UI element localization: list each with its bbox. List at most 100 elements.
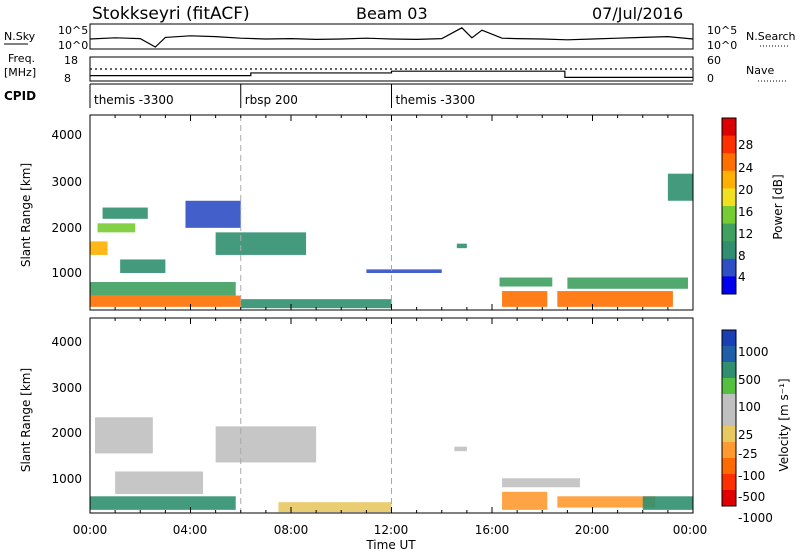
colorbar-swatch [722,223,736,242]
colorbar-swatch [722,458,736,475]
xtick: 20:00 [575,523,610,537]
heatmap-cell [90,496,236,510]
power-cbar-tick: 20 [738,183,753,197]
xtick: 04:00 [173,523,208,537]
velocity-colorbar [721,329,737,507]
velocity-heatmap [90,417,693,513]
freq-label-line2: [MHz] [4,66,36,79]
freq-series [90,70,693,78]
heatmap-cell [102,207,148,219]
colorbar-swatch [722,276,736,295]
freq-right-tick-bottom: 0 [707,72,714,85]
velocity-ytick: 3000 [51,381,82,395]
power-cbar-tick: 8 [738,249,746,263]
noise-right-tick-bottom: 10^0 [707,39,737,52]
heatmap-cell [502,491,548,510]
xtick: 00:00 [673,523,708,537]
nave-label: Nave [746,64,774,77]
cpid-segment-text: themis -3300 [94,93,174,107]
cpid-label: CPID [4,89,36,103]
xtick: 12:00 [374,523,409,537]
heatmap-cell [215,232,307,255]
heatmap-cell [90,241,108,255]
velocity-time-gridlines [89,318,694,513]
xtick: 08:00 [274,523,309,537]
velocity-colorbar-label: Velocity [m s⁻¹] [777,378,791,471]
noise-left-tick-top: 10^5 [58,24,88,37]
power-ytick: 4000 [51,128,82,142]
velocity-cbar-tick: -1000 [738,511,773,525]
heatmap-cell [278,502,392,513]
velocity-cbar-tick: 500 [738,373,761,387]
power-y-axis: 4000 3000 2000 1000 [51,128,82,280]
heatmap-cell [642,496,693,510]
power-ytick: 2000 [51,221,82,235]
freq-label-line1: Freq. [8,52,35,65]
velocity-ylabel: Slant Range [km] [19,368,33,472]
heatmap-cell [366,269,442,273]
power-colorbar [721,117,737,295]
colorbar-swatch [722,118,736,137]
power-cbar-tick: 12 [738,227,753,241]
noise-sky-series [89,27,694,48]
heatmap-cell [502,478,580,488]
heatmap-cell [667,173,693,201]
colorbar-swatch [722,170,736,189]
heatmap-cell [95,417,153,454]
heatmap-cell [456,243,467,249]
x-axis-ticks: 00:00 04:00 08:00 12:00 16:00 20:00 00:0… [73,523,708,537]
colorbar-swatch [722,362,736,379]
colorbar-swatch [722,135,736,154]
colorbar-swatch [722,394,736,411]
heatmap-cell [185,200,241,228]
colorbar-swatch [722,330,736,347]
power-colorbar-label: Power [dB] [771,174,785,239]
colorbar-swatch [722,410,736,427]
cpid-segment-themis-1: themis -3300 [89,84,174,108]
velocity-ytick: 1000 [51,472,82,486]
colorbar-swatch [722,206,736,225]
power-cbar-tick: 28 [738,138,753,152]
power-ylabel: Slant Range [km] [19,163,33,267]
heatmap-cell [97,223,136,233]
heatmap-cell [557,496,656,508]
beam-label: Beam 03 [356,4,428,23]
power-cbar-tick: 24 [738,161,753,175]
power-cbar-tick: 16 [738,205,753,219]
x-axis-label: Time UT [365,538,416,552]
power-ytick: 1000 [51,266,82,280]
colorbar-swatch [722,346,736,363]
xtick: 16:00 [475,523,510,537]
colorbar-frame [721,329,737,507]
colorbar-swatch [722,258,736,277]
velocity-colorbar-ticks: 1000 500 100 25 -25 -100 -500 -1000 [738,345,773,525]
noise-right-tick-top: 10^5 [707,24,737,37]
heatmap-cell [120,259,166,273]
power-colorbar-ticks: 28 24 20 16 12 8 4 [738,138,753,284]
power-heatmap [90,173,693,309]
velocity-cbar-tick: -500 [738,490,765,504]
velocity-y-axis: 4000 3000 2000 1000 [51,335,82,486]
noise-left-tick-bottom: 10^0 [58,39,88,52]
velocity-ytick: 2000 [51,426,82,440]
velocity-cbar-tick: 1000 [738,345,769,359]
cpid-segment-rbsp: rbsp 200 [240,84,298,108]
heatmap-cell [557,291,673,307]
freq-left-tick-bottom: 8 [64,72,71,85]
power-cbar-tick: 4 [738,270,746,284]
freq-left-tick-top: 18 [64,54,78,67]
colorbar-swatch [722,153,736,172]
velocity-cbar-tick: -100 [738,469,765,483]
heatmap-cell [499,277,553,287]
colorbar-swatch [722,241,736,260]
heatmap-cell [502,291,548,307]
noise-search-label: N.Search [746,30,796,43]
heatmap-cell [567,277,688,289]
cpid-segment-text: themis -3300 [396,93,476,107]
colorbar-swatch [722,442,736,459]
colorbar-swatch [722,188,736,207]
colorbar-swatch [722,378,736,395]
heatmap-cell [90,295,241,307]
